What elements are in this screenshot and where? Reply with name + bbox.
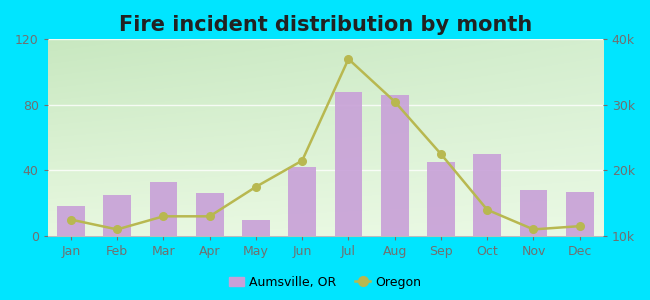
Bar bbox=[196, 194, 224, 236]
Bar bbox=[57, 206, 84, 236]
Bar bbox=[566, 192, 593, 236]
Bar bbox=[289, 167, 316, 236]
Bar bbox=[381, 95, 409, 236]
Bar bbox=[427, 162, 455, 236]
Bar bbox=[335, 92, 362, 236]
Bar bbox=[150, 182, 177, 236]
Bar bbox=[519, 190, 547, 236]
Bar bbox=[473, 154, 501, 236]
Bar bbox=[242, 220, 270, 236]
Title: Fire incident distribution by month: Fire incident distribution by month bbox=[119, 15, 532, 35]
Bar bbox=[103, 195, 131, 236]
Legend: Aumsville, OR, Oregon: Aumsville, OR, Oregon bbox=[224, 271, 426, 294]
